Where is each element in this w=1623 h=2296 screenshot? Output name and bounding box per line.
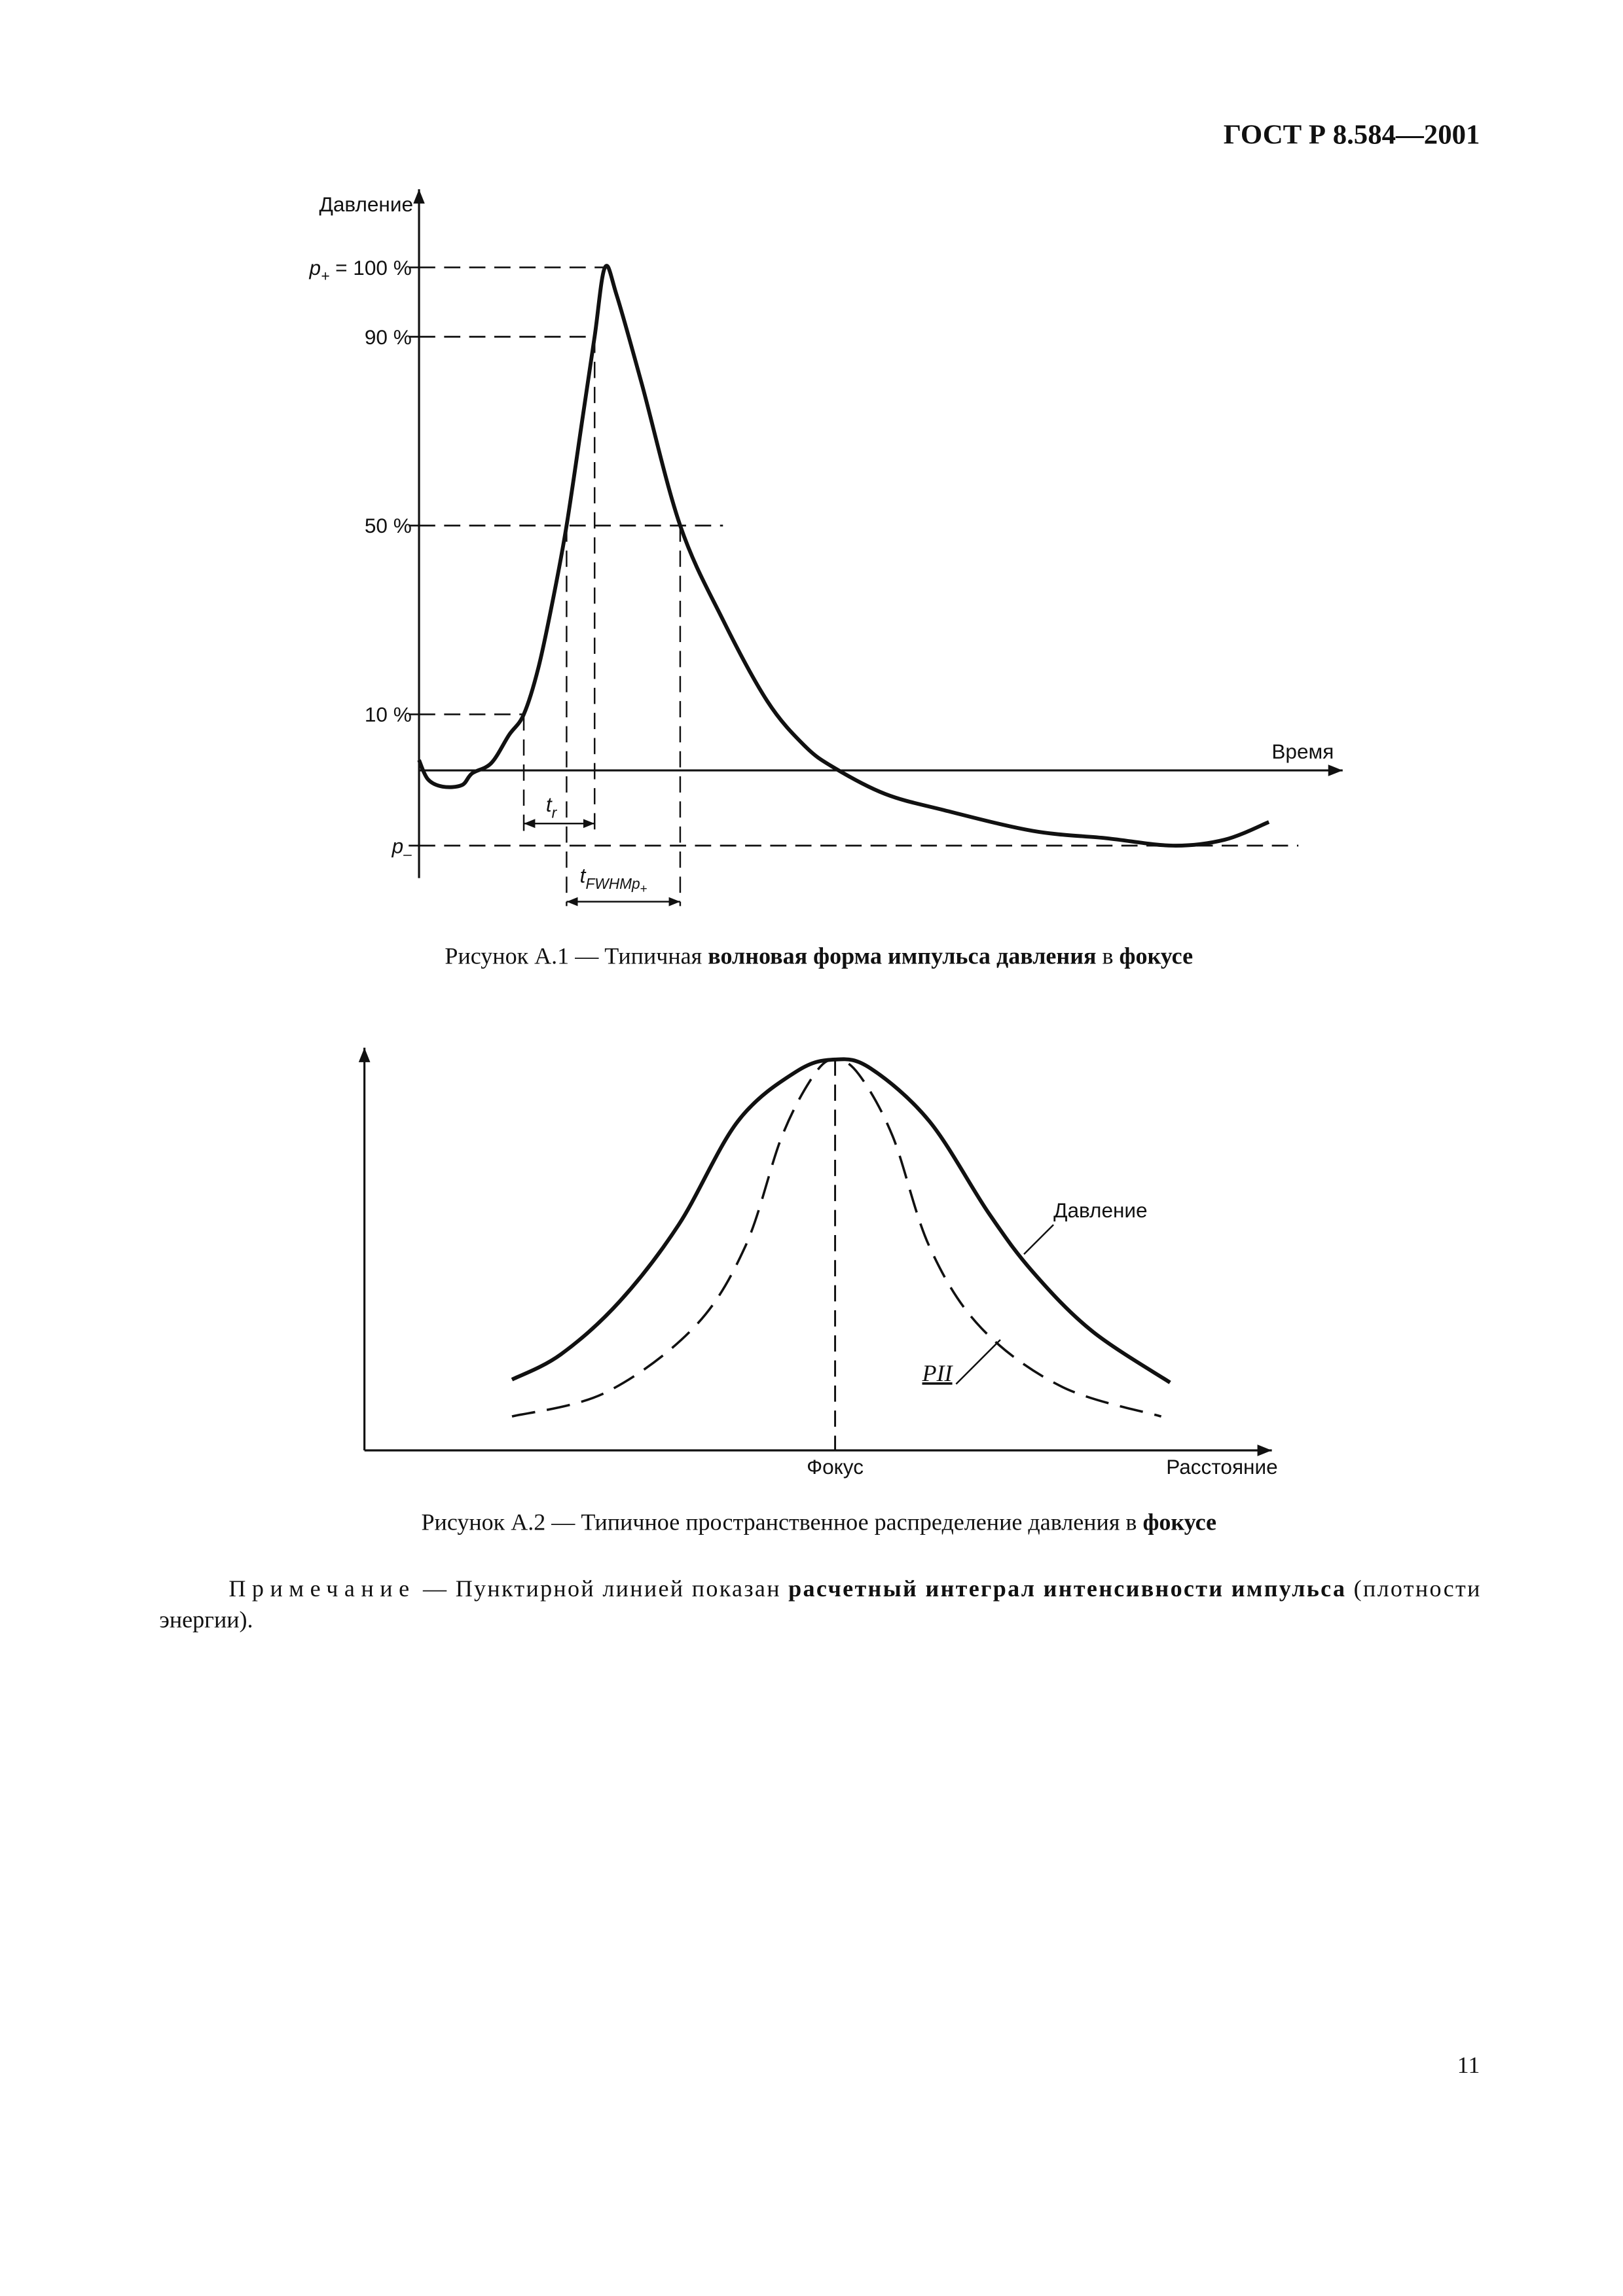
subscript: +	[321, 267, 329, 284]
symbol: p	[309, 256, 321, 279]
label: tr	[546, 793, 558, 821]
label: p+ = 100 %	[309, 256, 412, 284]
text-line: Примечание — Пунктирной линией показан р…	[228, 1575, 1480, 1602]
text-run: Рисунок А.2 — Типичное пространственное …	[421, 1509, 1142, 1535]
text-run: — Пунктирной линией показан	[416, 1575, 787, 1602]
curve-label: Давление	[1053, 1198, 1148, 1222]
symbol: t	[546, 793, 553, 816]
page-number: 11	[1457, 2052, 1480, 2078]
symbol: t	[580, 863, 587, 887]
label-text: = 100 %	[329, 256, 411, 279]
leader-line	[1023, 1224, 1054, 1255]
subscript: FWHMp	[585, 875, 640, 892]
x-tick-label: Фокус	[807, 1455, 864, 1479]
label-text: 90 %	[365, 325, 412, 349]
text-run: энергии).	[159, 1606, 253, 1632]
subscript: r	[552, 804, 558, 821]
label: 50 %	[365, 514, 412, 537]
text-run: фокусе	[1142, 1509, 1216, 1535]
symbol: p	[392, 834, 404, 857]
subscript: –	[403, 846, 412, 863]
x-axis-label: Время	[1271, 740, 1334, 763]
label: 10 %	[365, 703, 412, 726]
subscript: +	[640, 882, 647, 896]
pii-curve	[511, 1058, 1162, 1418]
label: p–	[392, 834, 412, 862]
text-run: Примечание	[228, 1575, 414, 1602]
leader-line	[955, 1339, 1001, 1385]
pressure-pulse-curve	[417, 264, 1270, 848]
text-run: в	[1096, 942, 1119, 969]
label-text: 10 %	[365, 703, 412, 726]
text-run: Рисунок А.1 — Типичная	[445, 942, 708, 969]
text-line: Рисунок А.2 — Типичное пространственное …	[421, 1509, 1216, 1535]
text-run: фокусе	[1120, 942, 1194, 969]
curve-label: PII	[922, 1360, 954, 1386]
text-line: энергии).	[159, 1606, 253, 1632]
text-run: (плотности	[1346, 1575, 1480, 1602]
x-axis-label: Расстояние	[1166, 1455, 1277, 1479]
text-run: волновая форма импульса давления	[708, 942, 1096, 969]
label: tFWHMp+	[580, 863, 647, 896]
label: 90 %	[365, 325, 412, 349]
label-text: 50 %	[365, 514, 412, 537]
text-run: расчетный интеграл интенсивности импульс…	[788, 1575, 1345, 1602]
header-title: ГОСТ Р 8.584—2001	[1224, 119, 1480, 150]
text-line: Рисунок А.1 — Типичная волновая форма им…	[445, 942, 1193, 969]
y-axis-label: Давление	[319, 192, 414, 216]
